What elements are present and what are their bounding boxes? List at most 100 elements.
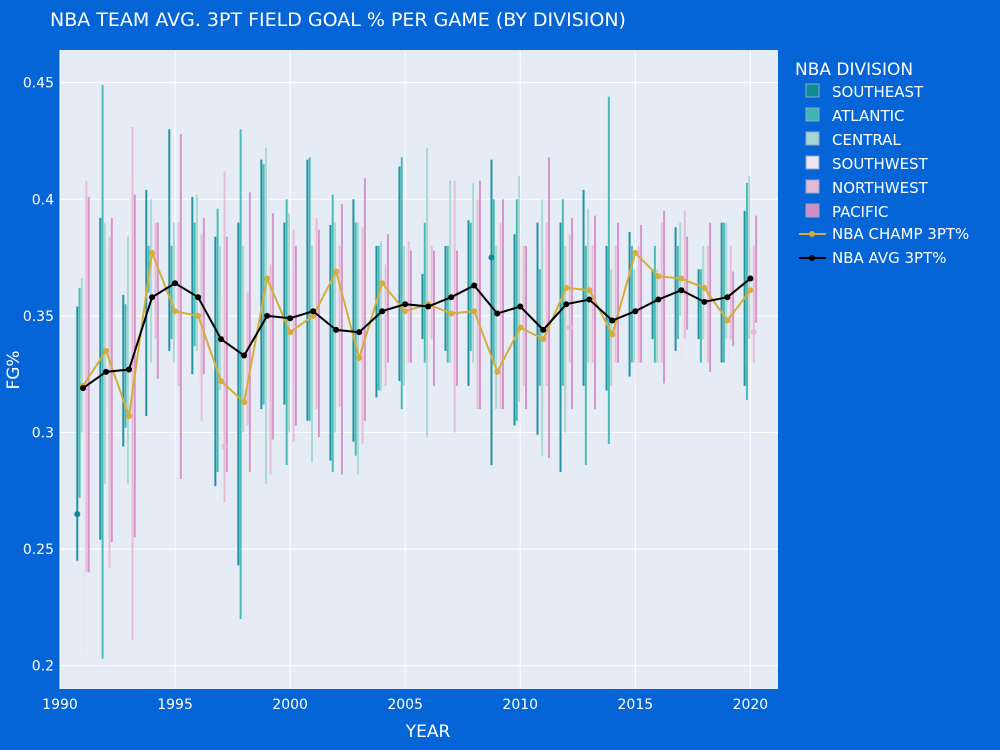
x-tick-label: 2020 [733,697,769,713]
southeast-point [74,511,81,518]
y-tick-label: 0.45 [23,76,54,92]
nba-champ-3pt-marker [310,312,317,319]
y-tick-label: 0.3 [32,425,54,441]
nba-avg-3pt-marker [448,294,455,301]
x-axis-ticks: 1990 1995 2000 2005 2010 2015 2020 [42,697,768,713]
nba-champ-3pt-marker [540,336,547,343]
y-tick-label: 0.2 [32,659,54,675]
legend: NBA DIVISION SOUTHEAST ATLANTIC CENTRAL SOU… [795,60,969,267]
legend-swatch [805,131,820,146]
nba-avg-3pt-marker [218,336,225,343]
nba-avg-3pt-marker [402,301,409,308]
nba-champ-3pt-marker [586,287,593,294]
nba-avg-3pt-marker [471,282,478,289]
nba-avg-3pt-marker [563,301,570,308]
y-axis-label: FG% [4,350,24,389]
nba-avg-3pt-marker [517,303,524,310]
legend-swatch [805,179,820,194]
northwest-point [221,443,228,450]
northwest-point [566,324,573,331]
y-axis-ticks: 0.2 0.25 0.3 0.35 0.4 0.45 [23,76,54,675]
nba-avg-3pt-marker [747,275,754,282]
legend-label: NBA AVG 3PT% [832,249,947,267]
nba-champ-3pt-marker [471,308,478,315]
nba-champ-3pt-marker [678,275,685,282]
nba-champ-3pt-marker [448,310,455,317]
y-tick-label: 0.4 [32,192,54,208]
legend-label: NBA CHAMP 3PT% [832,225,969,243]
nba-champ-3pt-marker [287,329,294,336]
nba-champ-3pt-marker [218,378,225,385]
division-ranges [76,84,758,659]
nba-champ-3pt-marker [264,275,271,282]
nba-avg-3pt-marker [356,329,363,336]
legend-title: NBA DIVISION [795,60,913,80]
nba-champ-3pt-marker [103,347,110,354]
nba-champ-3pt-marker [333,268,340,275]
chart-title: NBA TEAM AVG. 3PT FIELD GOAL % PER GAME … [50,9,626,31]
nba-champ-3pt-marker [563,284,570,291]
nba-champ-3pt-marker [172,308,179,315]
nba-avg-3pt-marker [333,326,340,333]
y-tick-label: 0.25 [23,542,54,558]
legend-swatch [805,107,820,122]
northwest-point [750,329,757,336]
x-tick-label: 1995 [157,697,193,713]
nba-champ-3pt-marker [402,308,409,315]
nba-avg-3pt-marker [103,368,110,375]
legend-swatch [805,203,820,218]
nba-champ-3pt-marker [655,273,662,280]
legend-swatch [805,155,820,170]
nba-avg-3pt-marker [586,296,593,303]
legend-label: SOUTHWEST [832,155,929,173]
nba-avg-3pt-marker [724,294,731,301]
plot-area[interactable] [60,50,778,689]
nba-avg-3pt-marker [195,294,202,301]
nba-champ-3pt-marker [724,317,731,324]
nba-avg-3pt-marker [241,352,248,359]
x-tick-label: 1990 [42,697,78,713]
nba-champ-3pt-marker [517,324,524,331]
nba-champ-3pt-marker [609,331,616,338]
nba-avg-3pt-marker [655,296,662,303]
nba-champ-3pt-marker [632,249,639,256]
southeast-point [488,254,495,261]
nba-avg-3pt-line [82,277,752,389]
legend-label: PACIFIC [832,203,889,221]
nba-avg-3pt-marker [80,385,87,392]
nba-champ-3pt-marker [195,312,202,319]
nba-avg-3pt-marker [379,308,386,315]
nba-champ-3pt-marker [356,354,363,361]
x-tick-label: 2000 [272,697,308,713]
nba-champ-3pt-marker [126,413,133,420]
nba-avg-3pt-marker [172,280,179,287]
legend-label: ATLANTIC [832,107,905,125]
legend-swatch [805,83,820,98]
nba-avg-3pt-marker [310,308,317,315]
nba-avg-3pt-marker [609,317,616,324]
nba-champ-3pt-line [82,249,752,417]
legend-label: SOUTHEAST [832,83,924,101]
nba-champ-3pt-marker [494,368,501,375]
legend-label: CENTRAL [832,131,901,149]
x-axis-label: YEAR [405,722,451,742]
nba-champ-3pt-marker [149,249,156,256]
nba-avg-3pt-marker [126,366,133,373]
nba-avg-3pt-marker [632,308,639,315]
x-tick-label: 2005 [387,697,423,713]
nba-avg-3pt-marker [701,298,708,305]
legend-marker [809,255,815,261]
grid-lines [59,50,778,689]
x-tick-label: 2010 [502,697,538,713]
x-tick-label: 2015 [618,697,654,713]
legend-marker [809,231,815,237]
y-tick-label: 0.35 [23,309,54,325]
series-lines [80,249,754,420]
nba-avg-3pt-marker [540,326,547,333]
nba-champ-3pt-marker [379,280,386,287]
nba-champ-3pt-marker [241,399,248,406]
nba-champ-3pt-marker [747,287,754,294]
legend-label: NORTHWEST [832,179,929,197]
nba-avg-3pt-marker [149,294,156,301]
